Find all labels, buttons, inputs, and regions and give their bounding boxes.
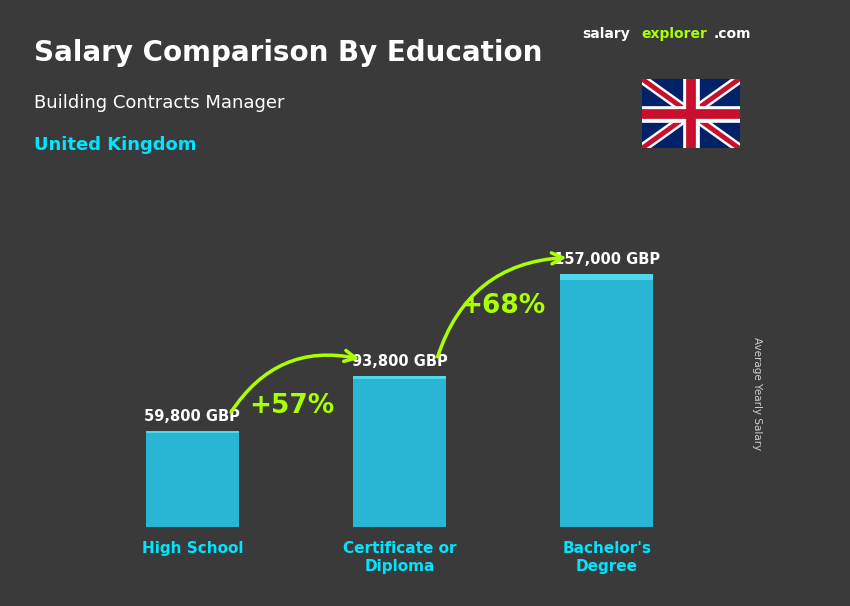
Bar <box>145 431 239 527</box>
Text: Salary Comparison By Education: Salary Comparison By Education <box>34 39 542 67</box>
Text: +57%: +57% <box>249 393 334 419</box>
Bar <box>353 376 446 527</box>
Text: +68%: +68% <box>461 293 546 319</box>
Bar <box>145 431 239 433</box>
Bar <box>353 376 446 379</box>
Text: explorer: explorer <box>642 27 707 41</box>
Text: 59,800 GBP: 59,800 GBP <box>144 409 241 424</box>
Text: .com: .com <box>714 27 751 41</box>
Text: Building Contracts Manager: Building Contracts Manager <box>34 94 285 112</box>
Text: 93,800 GBP: 93,800 GBP <box>352 354 447 369</box>
Bar <box>560 273 654 527</box>
Text: United Kingdom: United Kingdom <box>34 136 196 155</box>
Bar <box>560 273 654 280</box>
Text: salary: salary <box>582 27 630 41</box>
Text: 157,000 GBP: 157,000 GBP <box>553 252 660 267</box>
Text: Average Yearly Salary: Average Yearly Salary <box>751 338 762 450</box>
